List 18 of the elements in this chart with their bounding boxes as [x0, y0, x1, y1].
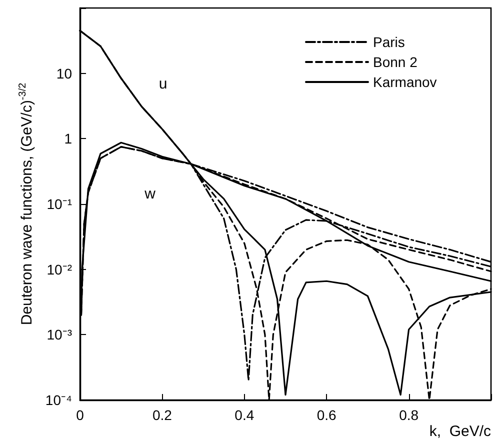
- x-tick-label: 0.4: [234, 407, 254, 423]
- x-tick-label: 0.6: [316, 407, 337, 423]
- x-axis-title: k, GeV/c: [429, 423, 492, 440]
- annotation: w: [144, 186, 156, 202]
- y-tick-label: 1: [64, 130, 72, 147]
- legend-label: Paris: [373, 34, 405, 50]
- y-tick-label: 10⁻²: [46, 261, 72, 278]
- legend-label: Karmanov: [373, 74, 437, 90]
- x-tick-label: 0.8: [399, 407, 419, 423]
- x-tick-label: 0.2: [152, 407, 172, 423]
- annotation: u: [158, 76, 168, 92]
- x-tick-label: 0: [76, 407, 84, 423]
- y-tick-label: 10: [56, 65, 72, 82]
- y-tick-label: 10⁻³: [46, 326, 72, 343]
- y-axis-title: Deuteron wave functions, (GeV/c)-3/2: [18, 82, 36, 326]
- y-tick-label: 10⁻¹: [46, 196, 72, 212]
- legend-label: Bonn 2: [373, 54, 418, 70]
- y-tick-label: 10⁻⁴: [45, 392, 72, 408]
